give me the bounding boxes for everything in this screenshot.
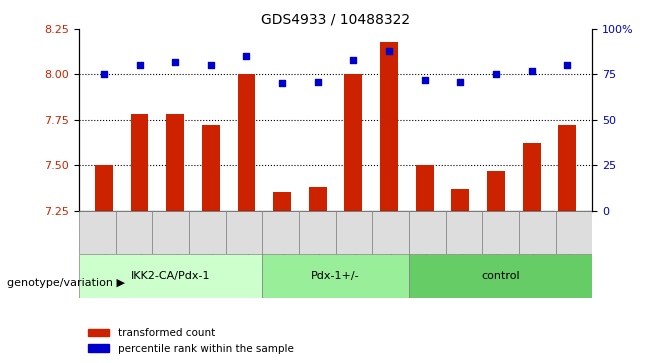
FancyBboxPatch shape [519, 211, 555, 254]
FancyBboxPatch shape [226, 211, 263, 254]
Point [526, 68, 537, 74]
Bar [166, 114, 184, 211]
Bar [131, 114, 149, 211]
Point [384, 48, 394, 54]
FancyBboxPatch shape [299, 211, 336, 254]
Title: GDS4933 / 10488322: GDS4933 / 10488322 [261, 12, 410, 26]
Point [491, 72, 501, 77]
Bar [380, 42, 398, 211]
FancyBboxPatch shape [263, 211, 299, 254]
Bar [273, 192, 291, 211]
Point [170, 59, 180, 65]
Legend: transformed count, percentile rank within the sample: transformed count, percentile rank withi… [84, 324, 297, 358]
Bar [345, 74, 363, 211]
FancyBboxPatch shape [263, 254, 409, 298]
Bar [309, 187, 326, 211]
Text: IKK2-CA/Pdx-1: IKK2-CA/Pdx-1 [131, 271, 211, 281]
FancyBboxPatch shape [372, 211, 409, 254]
Bar [95, 165, 113, 211]
Point [313, 79, 323, 85]
Point [277, 81, 288, 86]
Text: Pdx-1+/-: Pdx-1+/- [311, 271, 360, 281]
FancyBboxPatch shape [445, 211, 482, 254]
Point [348, 57, 359, 63]
Bar [522, 143, 540, 211]
Point [134, 62, 145, 68]
FancyBboxPatch shape [336, 211, 372, 254]
Point [99, 72, 109, 77]
FancyBboxPatch shape [189, 211, 226, 254]
FancyBboxPatch shape [152, 211, 189, 254]
FancyBboxPatch shape [79, 254, 263, 298]
Point [455, 79, 466, 85]
Point [562, 62, 572, 68]
Point [419, 77, 430, 83]
Bar [238, 74, 255, 211]
Text: control: control [481, 271, 520, 281]
Bar [416, 165, 434, 211]
FancyBboxPatch shape [79, 211, 116, 254]
Bar [487, 171, 505, 211]
Bar [202, 125, 220, 211]
Bar [451, 189, 469, 211]
FancyBboxPatch shape [482, 211, 519, 254]
Point [205, 62, 216, 68]
Text: genotype/variation ▶: genotype/variation ▶ [7, 278, 124, 288]
Bar [559, 125, 576, 211]
FancyBboxPatch shape [555, 211, 592, 254]
FancyBboxPatch shape [409, 211, 445, 254]
FancyBboxPatch shape [409, 254, 592, 298]
FancyBboxPatch shape [116, 211, 152, 254]
Point [241, 53, 252, 59]
